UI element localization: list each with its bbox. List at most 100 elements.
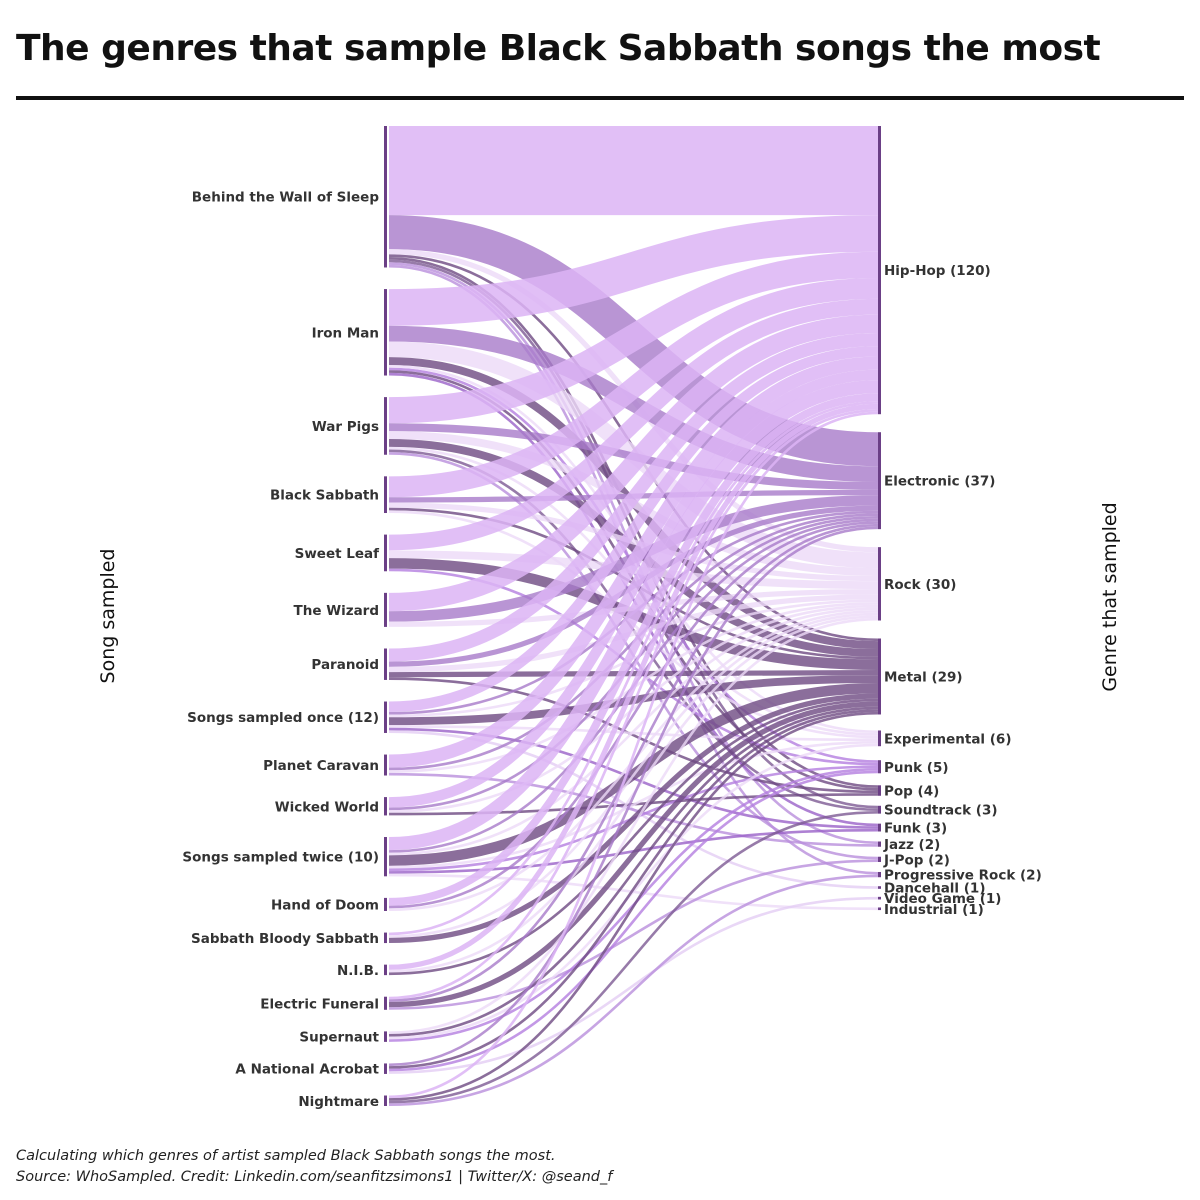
link-a-national-acrobat-to-metal <box>388 709 879 1069</box>
target-node-rock <box>878 547 881 621</box>
link-planet-caravan-to-hip-hop <box>388 356 879 768</box>
target-node-hip-hop <box>878 126 881 415</box>
footer-description: Calculating which genres of artist sampl… <box>16 1148 556 1164</box>
source-label-nightmare: Nightmare <box>298 1094 379 1110</box>
source-label-paranoid: Paranoid <box>311 657 379 673</box>
link-n-i-b-to-metal <box>388 698 879 976</box>
source-node-supernaut <box>384 1031 387 1042</box>
target-node-pop <box>878 785 881 796</box>
target-label-electronic: Electronic (37) <box>884 474 995 490</box>
footer-source: Source: WhoSampled. Credit: Linkedin.com… <box>16 1169 613 1185</box>
source-node-planet-caravan <box>384 754 387 776</box>
link-n-i-b-to-hip-hop <box>388 403 879 970</box>
link-supernaut-to-rock <box>388 617 879 1035</box>
link-black-sabbath-to-rock <box>388 502 879 582</box>
source-node-war-pigs <box>384 397 387 455</box>
sankey-labels: Behind the Wall of Sleep Iron Man War Pigs… <box>182 190 1041 1110</box>
target-label-industrial: Industrial (1) <box>884 902 984 918</box>
target-label-punk: Punk (5) <box>884 760 949 776</box>
target-label-funk: Funk (3) <box>884 821 947 837</box>
source-label-planet-caravan: Planet Caravan <box>263 758 379 774</box>
link-electric-funeral-to-hip-hop <box>388 408 879 1000</box>
target-label-hip-hop: Hip-Hop (120) <box>884 263 991 279</box>
source-node-a-national-acrobat <box>384 1063 387 1074</box>
link-electric-funeral-to-metal <box>388 701 879 1008</box>
chart-footer: Calculating which genres of artist sampl… <box>16 1146 612 1188</box>
target-label-experimental: Experimental (6) <box>884 731 1012 747</box>
link-sabbath-bloody-sabbath-to-metal <box>388 693 879 944</box>
source-node-electric-funeral <box>384 996 387 1010</box>
link-a-national-acrobat-to-punk <box>388 770 879 1072</box>
link-songs-sampled-twice-10-to-rock <box>388 607 879 856</box>
target-label-rock: Rock (30) <box>884 577 956 593</box>
source-label-the-wizard: The Wizard <box>294 603 379 619</box>
source-label-iron-man: Iron Man <box>312 325 379 341</box>
chart-title: The genres that sample Black Sabbath son… <box>16 28 1101 69</box>
source-node-songs-sampled-twice-10 <box>384 837 387 877</box>
link-the-wizard-to-hip-hop <box>388 314 879 612</box>
link-songs-sampled-twice-10-to-experimental <box>388 740 879 869</box>
source-label-hand-of-doom: Hand of Doom <box>271 897 379 913</box>
target-node-soundtrack <box>878 805 881 814</box>
target-node-electronic <box>878 432 881 530</box>
link-electric-funeral-to-electronic <box>388 523 879 1002</box>
source-node-nightmare <box>384 1095 387 1106</box>
link-supernaut-to-metal <box>388 706 879 1037</box>
source-label-songs-sampled-once-12: Songs sampled once (12) <box>187 710 379 726</box>
link-sweet-leaf-to-hip-hop <box>388 298 879 551</box>
link-nightmare-to-soundtrack <box>388 811 879 1104</box>
target-label-progressive-rock: Progressive Rock (2) <box>884 868 1042 884</box>
source-label-sabbath-bloody-sabbath: Sabbath Bloody Sabbath <box>191 931 379 947</box>
target-node-punk <box>878 760 881 774</box>
target-node-jazz <box>878 841 881 847</box>
link-songs-sampled-once-12-to-metal <box>388 675 879 726</box>
link-iron-man-to-electronic <box>388 325 879 482</box>
target-node-video-game <box>878 896 881 900</box>
link-songs-sampled-twice-10-to-hip-hop <box>388 380 879 851</box>
link-hand-of-doom-to-electronic <box>388 521 879 909</box>
link-sabbath-bloody-sabbath-to-hip-hop <box>388 401 879 936</box>
source-node-wicked-world <box>384 797 387 816</box>
source-node-the-wizard <box>384 592 387 627</box>
link-nightmare-to-progressive-rock <box>388 874 879 1106</box>
source-node-paranoid <box>384 648 387 680</box>
source-label-black-sabbath: Black Sabbath <box>270 488 379 504</box>
source-node-hand-of-doom <box>384 897 387 911</box>
source-node-n-i-b <box>384 964 387 976</box>
link-a-national-acrobat-to-video-game <box>388 896 879 1074</box>
link-paranoid-to-hip-hop <box>388 332 879 662</box>
source-label-a-national-acrobat: A National Acrobat <box>235 1062 379 1078</box>
source-label-behind-the-wall-of-sleep: Behind the Wall of Sleep <box>192 190 380 206</box>
source-label-wicked-world: Wicked World <box>275 799 379 815</box>
link-iron-man-to-hip-hop <box>388 215 879 326</box>
link-war-pigs-to-hip-hop <box>388 251 879 424</box>
target-node-industrial <box>878 907 881 911</box>
target-label-metal: Metal (29) <box>884 669 963 685</box>
sankey-links <box>388 125 879 1106</box>
target-label-soundtrack: Soundtrack (3) <box>884 803 998 819</box>
link-black-sabbath-to-hip-hop <box>388 277 879 498</box>
link-paranoid-to-metal <box>388 669 879 678</box>
source-label-supernaut: Supernaut <box>299 1030 379 1046</box>
sankey-nodes <box>384 126 881 1106</box>
link-nightmare-to-metal <box>388 711 879 1101</box>
link-wicked-world-to-hip-hop <box>388 369 879 808</box>
sankey-chart: Behind the Wall of Sleep Iron Man War Pigs… <box>182 125 1042 1110</box>
source-node-sweet-leaf <box>384 534 387 572</box>
link-hand-of-doom-to-hip-hop <box>388 393 879 906</box>
link-paranoid-to-rock <box>388 594 879 673</box>
target-node-progressive-rock <box>878 871 881 878</box>
link-supernaut-to-experimental <box>388 743 879 1040</box>
link-a-national-acrobat-to-electronic <box>388 526 879 1067</box>
source-node-iron-man <box>384 289 387 376</box>
target-node-experimental <box>878 730 881 747</box>
link-sabbath-bloody-sabbath-to-rock <box>388 612 879 938</box>
source-node-sabbath-bloody-sabbath <box>384 932 387 944</box>
source-label-sweet-leaf: Sweet Leaf <box>295 546 380 562</box>
link-songs-sampled-once-12-to-hip-hop <box>388 346 879 713</box>
target-node-dancehall <box>878 886 881 889</box>
title-divider <box>16 96 1184 100</box>
source-node-behind-the-wall-of-sleep <box>384 126 387 268</box>
source-label-n-i-b: N.I.B. <box>337 963 379 979</box>
source-node-black-sabbath <box>384 476 387 514</box>
